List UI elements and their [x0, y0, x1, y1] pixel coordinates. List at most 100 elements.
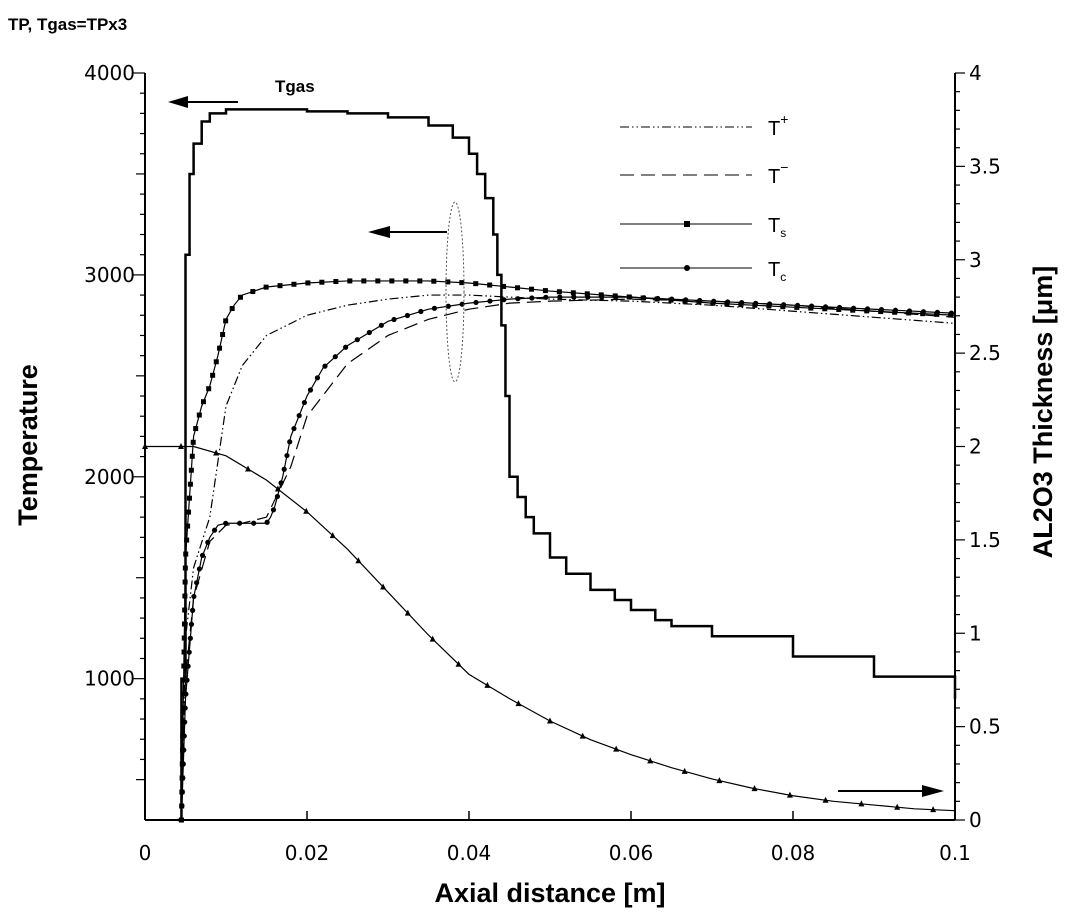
series-ts-marker — [263, 284, 269, 290]
series-ts-marker — [188, 467, 194, 473]
series-ts-line — [180, 280, 956, 821]
series-al2o3-thickness-marker — [303, 507, 310, 514]
series-tc-marker — [296, 412, 302, 419]
series-al2o3-thickness-marker — [786, 791, 793, 798]
series-ts-marker — [515, 285, 521, 291]
y2-tick-label: 0 — [969, 808, 982, 832]
series-ts-marker — [190, 439, 196, 445]
series-ts-marker — [182, 593, 188, 599]
series-ts-marker — [361, 278, 367, 284]
series-tc-marker — [301, 399, 307, 406]
series-ts-marker — [347, 278, 353, 284]
series-tc-marker — [725, 299, 731, 305]
series-tc-marker — [781, 302, 787, 308]
series-tc-marker — [179, 803, 185, 809]
y2-tick-label: 0.5 — [969, 715, 1001, 739]
series-tc-marker — [557, 294, 563, 300]
series-tc-marker — [314, 375, 321, 381]
y2-tick-label: 3 — [969, 248, 982, 272]
series-ts-marker — [186, 495, 192, 501]
series-tc-marker — [194, 580, 200, 586]
series-ts-marker — [182, 607, 188, 613]
series-ts-marker — [186, 509, 192, 515]
series-tc-marker — [655, 295, 661, 302]
series-ts-marker — [375, 278, 381, 284]
series-tc-marker — [794, 302, 801, 309]
legend-label-tminus: T− — [768, 159, 788, 188]
y2-tick-label: 1 — [969, 621, 982, 645]
series-tc-marker — [613, 294, 619, 300]
series-al2o3-thickness-marker — [455, 660, 462, 667]
series-al2o3-thickness-marker — [355, 557, 362, 564]
series-ts-marker — [213, 359, 219, 365]
series-ts-marker — [181, 677, 187, 683]
series-ts-marker — [431, 278, 437, 284]
series-ts-marker — [403, 278, 409, 284]
series-ts-marker — [501, 283, 507, 289]
series-ts-marker — [570, 290, 576, 296]
series-tc-marker — [343, 344, 349, 350]
annotations: Tgas — [168, 77, 944, 797]
series-ts-marker — [319, 279, 325, 285]
series-ts-marker — [182, 579, 188, 585]
legend-marker-ts — [684, 221, 690, 227]
y-tick-label: 1000 — [84, 667, 135, 691]
series-tc-marker — [501, 297, 507, 303]
series-tc-marker — [418, 308, 424, 315]
tgas-curve-label: Tgas — [275, 77, 315, 96]
series-al2o3-thickness-marker — [579, 732, 586, 739]
x-tick-label: 0.04 — [447, 841, 492, 865]
series-tc-marker — [404, 312, 411, 319]
series-al2o3-thickness-line — [145, 445, 956, 812]
series-tc-marker — [211, 527, 218, 533]
series-tc-marker — [274, 493, 281, 500]
series-tc-marker — [366, 329, 372, 336]
x-tick-label: 0.06 — [609, 841, 654, 865]
series-ts-marker — [182, 565, 188, 571]
series-tc-marker — [237, 520, 243, 526]
series-al2o3-thickness-marker — [822, 796, 829, 803]
series-tc-marker — [906, 308, 913, 314]
series-ts-marker — [542, 288, 548, 294]
x-axis-label: Axial distance [m] — [434, 878, 665, 908]
x-tick-label: 0.02 — [285, 841, 330, 865]
series-tc-marker — [181, 733, 187, 739]
series-ts-marker — [229, 306, 235, 312]
series-tc-marker — [641, 295, 647, 301]
y-tick-label: 2000 — [84, 465, 135, 489]
legend-label-tc: Tc — [768, 259, 786, 284]
series-tc-marker — [515, 296, 521, 302]
series-ts-marker — [473, 281, 479, 287]
series-al2o3-thickness-marker — [484, 681, 491, 688]
series-tc-marker — [182, 719, 188, 725]
plot-frame — [144, 73, 956, 821]
series-tc-marker — [183, 691, 189, 697]
y2-tick-label: 2.5 — [969, 341, 1001, 365]
y-axis-label: Temperature — [13, 364, 43, 526]
series-tc-marker — [223, 520, 229, 526]
series-tc-marker — [190, 607, 196, 613]
series-tc-marker — [264, 519, 270, 525]
series-tc-marker — [445, 303, 451, 309]
series-tc-marker — [669, 296, 675, 302]
series-tc-marker — [354, 337, 360, 343]
series-tc-marker — [180, 761, 186, 767]
series-tc-marker — [284, 452, 290, 459]
x-tick-label: 0.08 — [771, 841, 816, 865]
series-ts-marker — [584, 291, 590, 297]
x-tick-label: 0 — [139, 841, 152, 865]
series-tc-marker — [196, 566, 203, 572]
series-al2o3-thickness-marker — [380, 583, 387, 590]
series-tc-marker — [767, 301, 773, 307]
series-tc-marker — [178, 817, 185, 823]
series-tc-marker — [332, 354, 338, 360]
series-tc-marker — [179, 789, 185, 795]
legend-label-tplus: T+ — [768, 111, 788, 140]
series-al2o3-thickness-marker — [213, 449, 220, 456]
series-ts-marker — [417, 278, 423, 284]
series-ts-marker — [196, 412, 202, 418]
series-al2o3-thickness-marker — [613, 745, 620, 752]
series-tc-marker — [934, 309, 941, 315]
series-tc-marker — [270, 507, 277, 513]
